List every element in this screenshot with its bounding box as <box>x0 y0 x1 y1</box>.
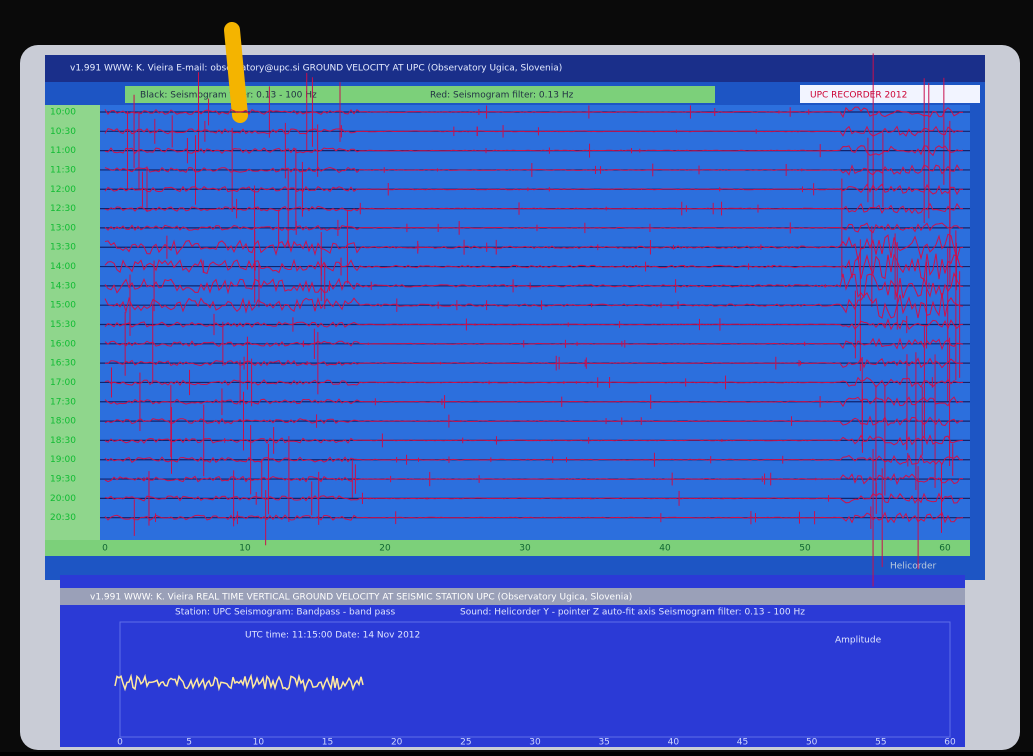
minute-label: 30 <box>519 544 531 554</box>
seismogram-x-label: 20 <box>391 738 403 748</box>
minute-label: 40 <box>659 544 671 554</box>
time-label: 11:00 <box>50 146 76 156</box>
minute-label: 20 <box>379 544 391 554</box>
seismogram-x-label: 35 <box>598 738 609 748</box>
screen-photo: v1.991 WWW: K. Vieira E-mail: observator… <box>0 0 1033 752</box>
time-label: 14:30 <box>50 281 76 291</box>
seismogram-x-label: 15 <box>322 738 333 748</box>
info-text: Sound: Helicorder Y - pointer Z auto-fit… <box>460 608 805 618</box>
status-left: Black: Seismogram filter: 0.13 - 100 Hz <box>140 91 317 101</box>
seismogram-x-label: 45 <box>737 738 748 748</box>
time-label: 18:30 <box>50 436 76 446</box>
minute-label: 0 <box>102 544 108 554</box>
minute-label: 60 <box>939 544 951 554</box>
time-label: 15:30 <box>50 320 76 330</box>
time-label: 11:30 <box>50 165 76 175</box>
minute-label: 10 <box>239 544 251 554</box>
seismogram-x-label: 60 <box>944 738 956 748</box>
recorder-label: UPC RECORDER 2012 <box>810 91 907 101</box>
time-label: 19:30 <box>50 475 76 485</box>
seismogram-title: v1.991 WWW: K. Vieira REAL TIME VERTICAL… <box>90 593 632 603</box>
time-label: 19:00 <box>50 455 76 465</box>
seismogram-x-label: 5 <box>186 738 192 748</box>
yellow-mark <box>232 30 240 115</box>
time-label: 16:00 <box>50 339 76 349</box>
minute-axis <box>45 540 970 556</box>
time-label: 17:30 <box>50 397 76 407</box>
seismogram-x-label: 55 <box>875 738 886 748</box>
time-info: UTC time: 11:15:00 Date: 14 Nov 2012 <box>245 631 420 641</box>
time-label: 20:00 <box>50 494 76 504</box>
time-label: 12:00 <box>50 185 76 195</box>
time-label: 16:30 <box>50 359 76 369</box>
seismogram-x-label: 25 <box>460 738 471 748</box>
time-label: 10:30 <box>50 127 76 137</box>
time-label: 13:00 <box>50 223 76 233</box>
corner-label: Helicorder <box>890 562 937 572</box>
seismogram-x-label: 50 <box>806 738 818 748</box>
time-label: 17:00 <box>50 378 76 388</box>
seismogram-x-label: 30 <box>529 738 541 748</box>
time-label: 20:30 <box>50 513 76 523</box>
time-label: 15:00 <box>50 301 76 311</box>
time-label: 13:30 <box>50 243 76 253</box>
time-label: 14:00 <box>50 262 76 272</box>
time-label: 10:00 <box>50 108 76 118</box>
seismogram-x-label: 10 <box>253 738 265 748</box>
minute-label: 50 <box>799 544 811 554</box>
status-right: Red: Seismogram filter: 0.13 Hz <box>430 91 574 101</box>
scale-label: Amplitude <box>835 636 882 646</box>
seismogram-x-label: 0 <box>117 738 123 748</box>
window-title: v1.991 WWW: K. Vieira E-mail: observator… <box>70 64 562 74</box>
filter-text: Station: UPC Seismogram: Bandpass - band… <box>175 608 395 618</box>
time-label: 18:00 <box>50 417 76 427</box>
time-label: 12:30 <box>50 204 76 214</box>
seismogram-x-label: 40 <box>668 738 680 748</box>
page: v1.991 WWW: K. Vieira E-mail: observator… <box>0 0 1033 752</box>
